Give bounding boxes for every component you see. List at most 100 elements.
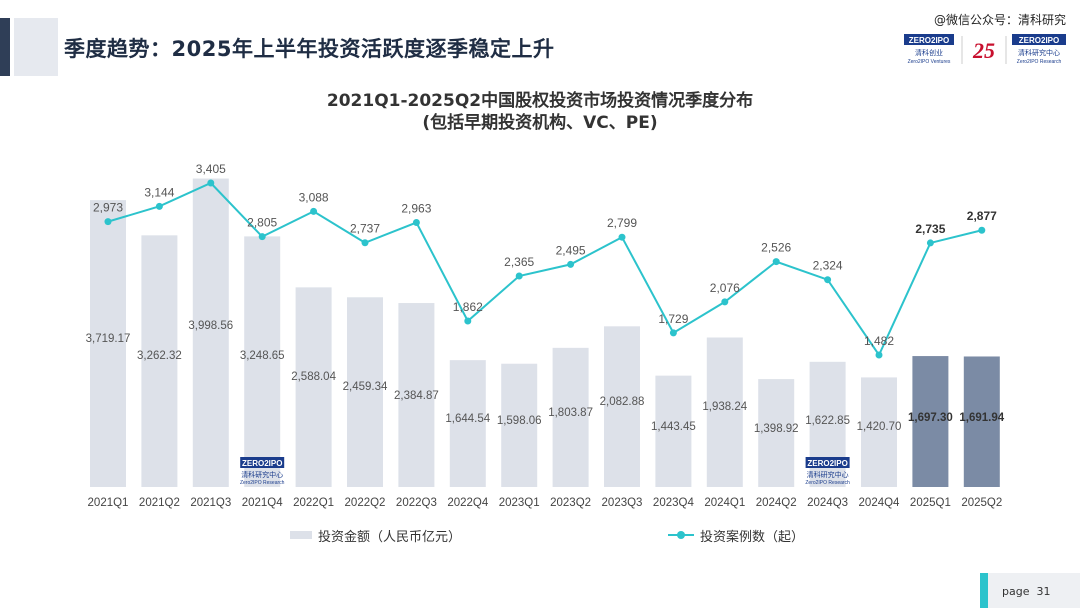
line-value-label: 2,365: [504, 255, 534, 269]
x-tick-label: 2024Q1: [704, 497, 745, 509]
bar-2025Q2: [963, 356, 1000, 487]
svg-text:ZERO2IPO: ZERO2IPO: [909, 36, 949, 45]
line-value-label: 3,088: [299, 190, 329, 204]
watermark-logo-en: Zero2IPO Research: [805, 480, 850, 486]
bar-2024Q2: [758, 379, 795, 487]
bar-value-label: 2,588.04: [291, 371, 336, 383]
x-tick-label: 2021Q4: [242, 497, 284, 509]
line-value-label: 2,526: [761, 241, 791, 255]
bar-value-label: 1,443.45: [651, 421, 696, 433]
x-tick-label: 2021Q2: [139, 497, 180, 509]
line-value-label: 3,144: [144, 185, 174, 199]
bar-value-label: 1,691.94: [959, 412, 1004, 424]
page-number-box: [980, 573, 1080, 608]
bar-value-label: 2,082.88: [600, 396, 645, 408]
bar-2022Q4: [449, 360, 486, 487]
watermark-logo-box: [240, 457, 285, 468]
bar-2021Q2: [141, 235, 178, 487]
line-value-label: 2,076: [710, 281, 740, 295]
bar-2022Q2: [347, 297, 383, 487]
line-point-2023Q1: [515, 272, 523, 280]
bar-2023Q2: [552, 347, 589, 487]
line-point-2022Q1: [310, 207, 318, 215]
bar-value-label: 1,803.87: [548, 407, 593, 419]
x-tick-label: 2023Q1: [499, 497, 540, 509]
bar-value-label: 3,998.56: [188, 320, 233, 332]
line-value-label: 2,973: [93, 201, 123, 215]
x-tick-label: 2022Q2: [345, 497, 386, 509]
line-value-label: 2,737: [350, 222, 380, 236]
bar-value-label: 1,644.54: [445, 413, 490, 425]
line-value-label: 2,877: [967, 209, 997, 223]
line-point-2024Q2: [772, 258, 780, 266]
bar-value-label: 3,719.17: [86, 333, 131, 345]
line-point-2025Q2: [978, 226, 986, 234]
watermark-logo-text: ZERO2IPO: [807, 459, 847, 468]
page-number-accent: [980, 573, 988, 608]
x-tick-label: 2022Q1: [293, 497, 334, 509]
x-tick-label: 2023Q3: [602, 497, 643, 509]
wechat-watermark: @微信公众号：清科研究: [933, 13, 1066, 27]
x-tick-label: 2021Q3: [190, 497, 231, 509]
line-point-2022Q4: [464, 317, 472, 325]
line-point-2023Q2: [567, 260, 575, 268]
title-accent-bg: [14, 18, 58, 76]
chart-subtitle: (包括早期投资机构、VC、PE): [422, 113, 658, 133]
x-tick-label: 2025Q2: [961, 497, 1002, 509]
line-value-label: 2,963: [401, 202, 431, 216]
bar-value-label: 1,938.24: [702, 401, 747, 413]
x-tick-label: 2025Q1: [910, 497, 951, 509]
line-value-label: 1,862: [453, 300, 483, 314]
bar-2021Q3: [192, 178, 229, 487]
zero2ipo-logos: ZERO2IPO 清科创业 Zero2IPO Ventures 25 ZERO2…: [904, 34, 1066, 65]
bar-value-label: 1,697.30: [908, 412, 953, 424]
page-title: 季度趋势：2025年上半年投资活跃度逐季稳定上升: [64, 37, 555, 61]
legend-bar-swatch: [290, 531, 312, 539]
line-point-2024Q1: [721, 298, 729, 306]
line-point-2024Q3: [824, 276, 832, 284]
line-point-2021Q2: [155, 202, 163, 210]
svg-text:ZERO2IPO: ZERO2IPO: [1019, 36, 1059, 45]
bar-value-label: 2,459.34: [343, 381, 388, 393]
bar-value-label: 1,420.70: [857, 421, 902, 433]
bar-2021Q4: [244, 236, 281, 487]
bar-2023Q1: [501, 363, 538, 487]
bar-2024Q1: [706, 337, 743, 487]
bar-value-label: 3,262.32: [137, 350, 182, 362]
line-point-2023Q4: [669, 329, 677, 337]
line-value-label: 2,799: [607, 216, 637, 230]
bar-value-label: 3,248.65: [240, 350, 285, 362]
page-value: 31: [1036, 585, 1051, 598]
bar-2022Q1: [295, 287, 332, 487]
line-value-label: 2,805: [247, 216, 277, 230]
bar-2023Q3: [604, 326, 640, 487]
line-value-label: 1,729: [658, 312, 688, 326]
page-number: page 31: [1002, 585, 1050, 598]
watermark-logo-text: ZERO2IPO: [242, 459, 282, 468]
line-point-2025Q1: [926, 239, 934, 247]
x-tick-label: 2022Q4: [447, 497, 489, 509]
bar-2021Q1: [90, 200, 126, 488]
watermark-logo-box: [805, 457, 850, 468]
watermark-logo-sub: 清科研究中心: [241, 470, 283, 479]
bar-2024Q4: [861, 377, 897, 487]
line-series-path: [107, 181, 983, 358]
line-point-2023Q3: [618, 233, 626, 241]
svg-text:25: 25: [972, 38, 995, 63]
page-label: page: [1002, 585, 1030, 598]
legend-bar-label: 投资金额（人民币亿元）: [318, 530, 462, 545]
bar-2023Q4: [655, 375, 692, 487]
svg-text:清科研究中心: 清科研究中心: [1018, 48, 1060, 57]
x-tick-label: 2021Q1: [88, 497, 129, 509]
svg-text:清科创业: 清科创业: [915, 48, 943, 57]
line-point-2021Q3: [207, 179, 215, 187]
legend-line-label: 投资案例数（起）: [700, 530, 805, 545]
line-point-2022Q3: [412, 219, 420, 227]
line-point-2022Q2: [361, 239, 369, 247]
line-point-2024Q4: [875, 351, 883, 359]
bar-value-label: 2,384.87: [394, 390, 439, 402]
title-accent-bar: [0, 18, 10, 76]
x-tick-label: 2023Q2: [550, 497, 591, 509]
bar-value-label: 1,622.85: [805, 415, 850, 427]
